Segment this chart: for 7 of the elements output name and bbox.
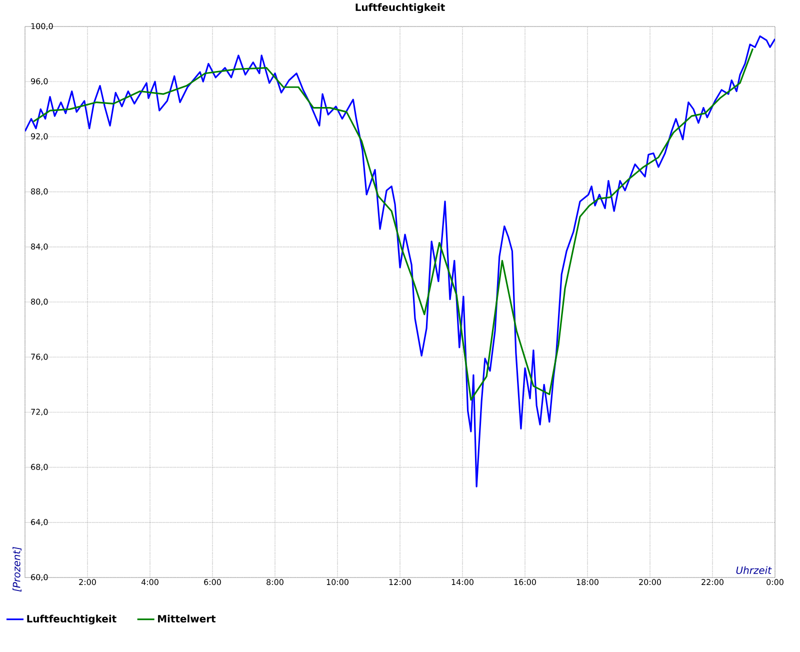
x-axis-title: Uhrzeit xyxy=(736,566,772,574)
chart-title: Luftfeuchtigkeit xyxy=(356,4,445,14)
line-series xyxy=(32,48,754,401)
legend-label: Luftfeuchtigkeit xyxy=(27,615,116,625)
y-axis-title: [Prozent] xyxy=(12,547,22,592)
legend-label: Mittelwert xyxy=(158,615,216,623)
line-series xyxy=(25,36,776,488)
